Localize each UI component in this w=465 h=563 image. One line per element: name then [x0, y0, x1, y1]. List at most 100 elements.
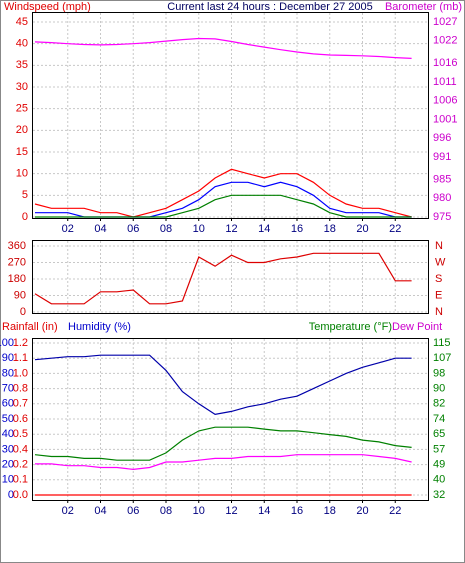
y2-tick-label: W	[435, 256, 446, 268]
y2-tick-label: 1011	[433, 76, 457, 88]
y2-tick-label: 98	[433, 367, 445, 379]
y2-tick-label: 90	[433, 383, 445, 395]
y2-tick-label: 74	[433, 413, 445, 425]
x-tick-label: 12	[225, 505, 237, 517]
y2-tick-label: 115	[433, 337, 451, 349]
y-tick-label: 270	[8, 256, 26, 268]
series-line	[34, 426, 412, 461]
y2-tick-label: S	[435, 273, 442, 285]
y3-tick-label: 0.0	[13, 489, 28, 501]
series-line	[34, 252, 412, 305]
y-tick-label: 30	[16, 81, 28, 93]
y2-tick-label: E	[435, 289, 442, 301]
y2-tick-label: 1006	[433, 95, 457, 107]
y-tick-label: 10	[16, 168, 28, 180]
y2-tick-label: 107	[433, 352, 451, 364]
y2-tick-label: 996	[433, 132, 451, 144]
plot-frame	[32, 338, 429, 501]
x-tick-label: 14	[258, 505, 270, 517]
y2-tick-label: 975	[433, 211, 451, 223]
y-tick-label: 50	[2, 413, 14, 425]
y3-tick-label: 1.1	[13, 352, 28, 364]
y-tick-label: 15	[16, 146, 28, 158]
y3-tick-label: 0.1	[13, 474, 28, 486]
x-tick-label: 02	[62, 223, 74, 235]
rainfall-axis-title: Rainfall (in)	[2, 321, 58, 333]
y-tick-label: 0	[8, 489, 14, 501]
series-line	[34, 168, 412, 218]
y-tick-label: 25	[16, 103, 28, 115]
y2-tick-label: 1027	[433, 16, 457, 28]
y-tick-label: 30	[2, 443, 14, 455]
y3-tick-label: 0.7	[13, 398, 28, 410]
barometer-axis-title: Barometer (mb)	[385, 1, 462, 13]
y-tick-label: 45	[16, 16, 28, 28]
y-tick-label: 0	[22, 211, 28, 223]
y2-tick-label: N	[435, 306, 443, 318]
x-tick-label: 18	[324, 505, 336, 517]
dew-point-legend: Dew Point	[392, 321, 442, 333]
plot-frame	[32, 240, 429, 314]
x-tick-label: 16	[291, 223, 303, 235]
y2-tick-label: 57	[433, 443, 445, 455]
plot-frame	[32, 12, 429, 219]
y-tick-label: 180	[8, 273, 26, 285]
x-tick-label: 04	[94, 223, 106, 235]
y-tick-label: 360	[8, 240, 26, 252]
x-tick-label: 18	[324, 223, 336, 235]
y3-tick-label: 0.6	[13, 413, 28, 425]
y-tick-label: 20	[16, 124, 28, 136]
x-tick-label: 06	[127, 505, 139, 517]
x-tick-label: 02	[62, 505, 74, 517]
y-tick-label: 0	[20, 306, 26, 318]
y2-tick-label: N	[435, 240, 443, 252]
series-line	[35, 454, 412, 471]
y2-tick-label: 1022	[433, 35, 457, 47]
y2-tick-label: 49	[433, 459, 445, 471]
y-tick-label: 5	[22, 189, 28, 201]
series-line	[34, 37, 412, 59]
y3-tick-label: 0.2	[13, 459, 28, 471]
x-tick-label: 06	[127, 223, 139, 235]
y2-tick-label: 82	[433, 398, 445, 410]
x-tick-label: 10	[193, 505, 205, 517]
chart-title: Current last 24 hours : December 27 2005	[167, 1, 372, 13]
series-line	[35, 194, 412, 218]
y-tick-label: 35	[16, 59, 28, 71]
x-tick-label: 10	[193, 223, 205, 235]
x-tick-label: 04	[94, 505, 106, 517]
x-tick-label: 12	[225, 223, 237, 235]
y2-tick-label: 991	[433, 151, 451, 163]
y3-tick-label: 0.5	[13, 428, 28, 440]
y3-tick-label: 0.4	[13, 443, 28, 455]
y2-tick-label: 980	[433, 192, 451, 204]
y2-tick-label: 65	[433, 428, 445, 440]
y-tick-label: 40	[2, 428, 14, 440]
y2-tick-label: 1016	[433, 57, 457, 69]
x-tick-label: 22	[389, 505, 401, 517]
y3-tick-label: 1.0	[13, 367, 28, 379]
y-tick-label: 100	[0, 337, 14, 349]
x-tick-label: 08	[160, 505, 172, 517]
y-tick-label: 60	[2, 398, 14, 410]
x-tick-label: 08	[160, 223, 172, 235]
windspeed-axis-title: Windspeed (mph)	[4, 1, 91, 13]
x-tick-label: 20	[356, 223, 368, 235]
series-line	[34, 354, 412, 416]
humidity-axis-title: Humidity (%)	[68, 321, 131, 333]
y2-tick-label: 32	[433, 489, 445, 501]
y2-tick-label: 40	[433, 474, 445, 486]
y2-tick-label: 1001	[433, 113, 457, 125]
y2-tick-label: 985	[433, 173, 451, 185]
y-tick-label: 40	[16, 38, 28, 50]
y-tick-label: 70	[2, 383, 14, 395]
x-tick-label: 22	[389, 223, 401, 235]
x-tick-label: 16	[291, 505, 303, 517]
x-tick-label: 14	[258, 223, 270, 235]
y-tick-label: 20	[2, 459, 14, 471]
x-tick-label: 20	[356, 505, 368, 517]
y-tick-label: 80	[2, 367, 14, 379]
temperature-axis-title: Temperature (°F)	[309, 321, 392, 333]
